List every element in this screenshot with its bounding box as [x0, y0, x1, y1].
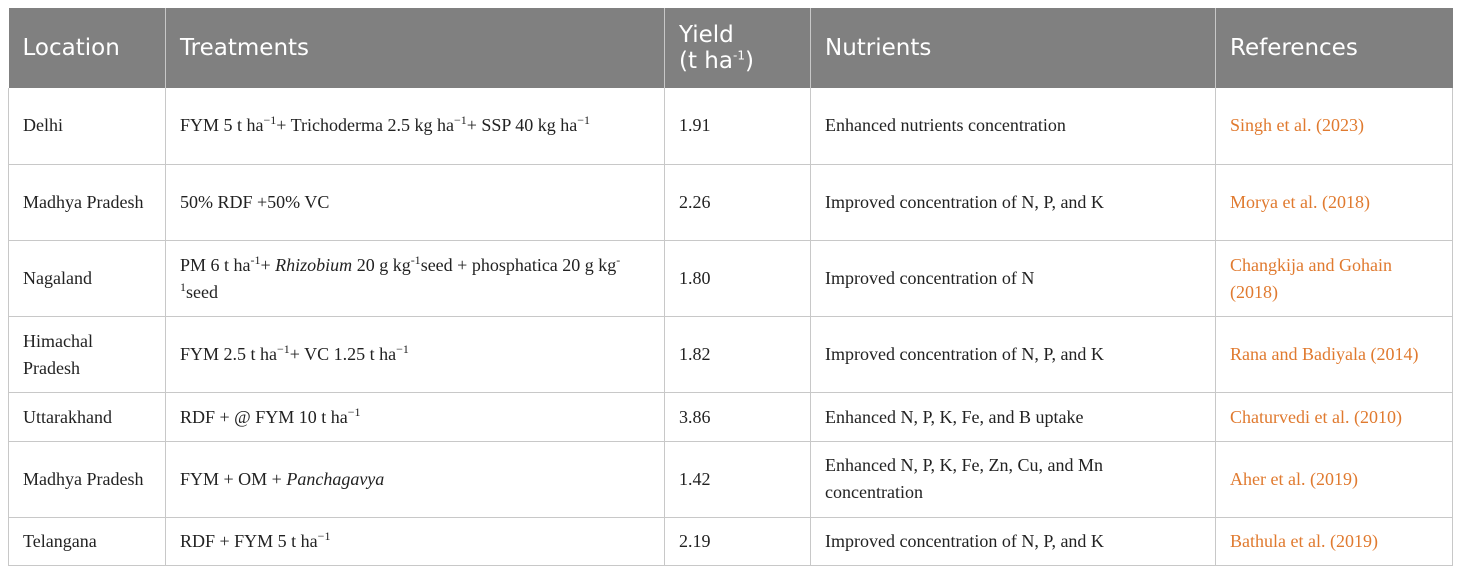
- header-yield-unit-post: ): [744, 48, 754, 74]
- treatment-superscript: −1: [277, 342, 290, 357]
- cell-yield: 1.91: [664, 88, 811, 165]
- table-row: Madhya Pradesh FYM + OM + Panchagavya 1.42…: [8, 441, 1453, 518]
- treatment-superscript: −1: [577, 113, 591, 128]
- cell-nutrients: Enhanced N, P, K, Fe, Zn, Cu, and Mn con…: [810, 441, 1216, 518]
- table-row: Nagaland PM 6 t ha-1+ Rhizobium 20 g kg-1…: [8, 240, 1453, 318]
- reference-link[interactable]: Rana and Badiyala (2014): [1215, 316, 1453, 394]
- cell-yield: 1.42: [664, 441, 811, 518]
- treatment-superscript: −1: [317, 528, 331, 543]
- cell-location: Madhya Pradesh: [8, 441, 166, 518]
- table-row: Uttarakhand RDF + @ FYM 10 t ha−1 3.86 Enha…: [8, 392, 1453, 442]
- header-yield: Yield (t ha-1): [664, 8, 811, 88]
- reference-link[interactable]: Chaturvedi et al. (2010): [1215, 392, 1453, 442]
- treatment-text: Rhizobium: [275, 254, 353, 275]
- header-yield-unit-pre: (t ha: [679, 48, 733, 74]
- cell-location: Telangana: [8, 517, 166, 567]
- treatment-superscript: −1: [396, 342, 409, 357]
- treatment-text: PM 6 t ha: [180, 254, 251, 275]
- reference-link[interactable]: Changkija and Gohain (2018): [1215, 240, 1453, 318]
- reference-link[interactable]: Morya et al. (2018): [1215, 164, 1453, 241]
- table-header-row: Location Treatments Yield (t ha-1) Nutrie…: [8, 8, 1453, 88]
- cell-treatment: PM 6 t ha-1+ Rhizobium 20 g kg-1seed + p…: [165, 240, 665, 318]
- treatment-text: seed + phosphatica 20 g kg: [420, 254, 617, 275]
- cell-treatment: 50% RDF +50% VC: [165, 164, 665, 241]
- data-table: Location Treatments Yield (t ha-1) Nutrie…: [8, 8, 1453, 567]
- header-location: Location: [8, 8, 166, 88]
- cell-treatment: FYM 5 t ha−1+ Trichoderma 2.5 kg ha−1+ S…: [165, 88, 665, 165]
- treatment-superscript: −1: [347, 404, 361, 419]
- treatment-superscript: −1: [263, 113, 277, 128]
- treatment-text: + VC 1.25 t ha: [289, 344, 397, 365]
- treatment-superscript: -1: [250, 252, 261, 267]
- cell-location: Madhya Pradesh: [8, 164, 166, 241]
- cell-treatment: RDF + FYM 5 t ha−1: [165, 517, 665, 567]
- header-treatments: Treatments: [165, 8, 665, 88]
- cell-treatment: FYM + OM + Panchagavya: [165, 441, 665, 518]
- cell-treatment: RDF + @ FYM 10 t ha−1: [165, 392, 665, 442]
- cell-yield: 2.26: [664, 164, 811, 241]
- header-yield-label: Yield: [679, 22, 734, 48]
- header-references: References: [1215, 8, 1453, 88]
- table-row: Himachal Pradesh FYM 2.5 t ha−1+ VC 1.25 …: [8, 316, 1453, 394]
- treatment-text: RDF + @ FYM 10 t ha: [180, 406, 348, 427]
- treatment-text: FYM + OM +: [180, 468, 287, 489]
- treatment-text: FYM 2.5 t ha: [180, 344, 278, 365]
- treatment-superscript: −1: [453, 113, 467, 128]
- cell-nutrients: Improved concentration of N, P, and K: [810, 164, 1216, 241]
- cell-location: Nagaland: [8, 240, 166, 318]
- cell-nutrients: Enhanced nutrients concentration: [810, 88, 1216, 165]
- cell-treatment: FYM 2.5 t ha−1+ VC 1.25 t ha−1: [165, 316, 665, 394]
- cell-nutrients: Enhanced N, P, K, Fe, and B uptake: [810, 392, 1216, 442]
- table-row: Madhya Pradesh 50% RDF +50% VC 2.26 Improve…: [8, 164, 1453, 241]
- cell-nutrients: Improved concentration of N, P, and K: [810, 316, 1216, 394]
- treatment-text: seed: [186, 281, 218, 302]
- reference-link[interactable]: Aher et al. (2019): [1215, 441, 1453, 518]
- cell-yield: 1.82: [664, 316, 811, 394]
- cell-yield: 3.86: [664, 392, 811, 442]
- cell-location: Uttarakhand: [8, 392, 166, 442]
- reference-link[interactable]: Bathula et al. (2019): [1215, 517, 1453, 567]
- table-row: Delhi FYM 5 t ha−1+ Trichoderma 2.5 kg ha…: [8, 88, 1453, 165]
- cell-yield: 1.80: [664, 240, 811, 318]
- table-row: Telangana RDF + FYM 5 t ha−1 2.19 Improved …: [8, 517, 1453, 567]
- cell-location: Delhi: [8, 88, 166, 165]
- treatment-text: + Trichoderma 2.5 kg ha: [276, 115, 454, 136]
- treatment-superscript: -1: [410, 252, 421, 267]
- treatment-text: Panchagavya: [286, 468, 385, 489]
- cell-nutrients: Improved concentration of N: [810, 240, 1216, 318]
- treatment-text: 20 g kg: [352, 254, 411, 275]
- header-nutrients: Nutrients: [810, 8, 1216, 88]
- treatment-text: +: [260, 254, 276, 275]
- treatment-text: + SSP 40 kg ha: [466, 115, 578, 136]
- cell-yield: 2.19: [664, 517, 811, 567]
- reference-link[interactable]: Singh et al. (2023): [1215, 88, 1453, 165]
- cell-nutrients: Improved concentration of N, P, and K: [810, 517, 1216, 567]
- treatment-text: FYM 5 t ha: [180, 115, 264, 136]
- treatment-superscript: -1: [180, 252, 621, 294]
- treatment-text: 50% RDF +50% VC: [180, 191, 330, 212]
- treatment-text: RDF + FYM 5 t ha: [180, 530, 318, 551]
- cell-location: Himachal Pradesh: [8, 316, 166, 394]
- header-yield-unit-sup: -1: [732, 48, 745, 63]
